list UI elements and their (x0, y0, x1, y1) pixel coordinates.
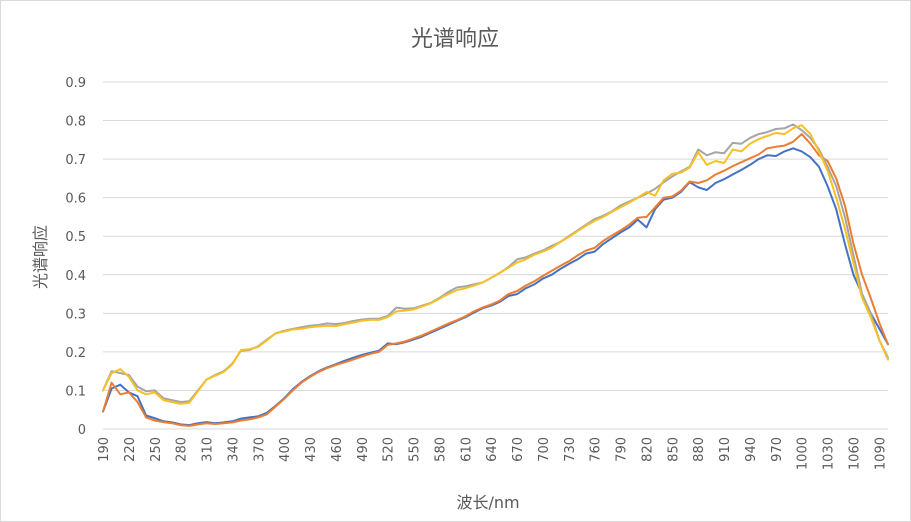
y-tick-label: 0.8 (65, 115, 86, 130)
y-axis-ticks: 0 0.1 0.2 0.3 0.4 0.5 0.6 0.7 0.8 0.9 (65, 76, 86, 438)
x-tick-label: 610 (459, 437, 474, 462)
x-tick-label: 340 (226, 437, 241, 462)
x-tick-label: 760 (589, 437, 604, 462)
x-tick-label: 190 (97, 437, 112, 462)
x-axis-ticks: 190 220 250 280 310 340 370 400 430 460 490 520 550 5… (97, 437, 888, 470)
series-lines (102, 123, 889, 427)
y-tick-label: 0.7 (65, 153, 86, 168)
x-tick-label: 790 (615, 437, 630, 462)
gridlines (103, 81, 888, 430)
x-tick-label: 400 (278, 437, 293, 462)
series-line-2 (102, 133, 889, 427)
y-tick-label: 0.1 (65, 384, 86, 399)
y-tick-label: 0 (78, 423, 86, 438)
x-tick-label: 850 (666, 437, 681, 462)
x-tick-label: 220 (123, 437, 138, 462)
y-tick-label: 0.5 (65, 230, 86, 245)
y-tick-label: 0.3 (65, 307, 86, 322)
x-tick-label: 310 (201, 437, 216, 462)
series-line-4 (102, 124, 889, 405)
x-tick-label: 250 (149, 437, 164, 462)
x-tick-label: 490 (356, 437, 371, 462)
x-tick-label: 730 (563, 437, 578, 462)
y-tick-label: 0.6 (65, 192, 86, 207)
y-tick-label: 0.9 (65, 76, 86, 91)
x-tick-label: 940 (744, 437, 759, 462)
x-tick-label: 370 (252, 437, 267, 462)
y-tick-label: 0.2 (65, 346, 86, 361)
y-tick-label: 0.4 (65, 269, 86, 284)
x-tick-label: 1000 (796, 437, 811, 470)
x-tick-label: 1060 (847, 437, 862, 470)
chart-title: 光谱响应 (411, 27, 499, 52)
x-tick-label: 520 (382, 437, 397, 462)
x-tick-label: 280 (175, 437, 190, 462)
series-line-1 (102, 147, 889, 427)
x-tick-label: 1090 (873, 437, 888, 470)
x-tick-label: 910 (718, 437, 733, 462)
x-tick-label: 820 (640, 437, 655, 462)
x-axis-label: 波长/nm (456, 493, 519, 512)
x-tick-label: 460 (330, 437, 345, 462)
x-tick-label: 880 (692, 437, 707, 462)
x-tick-label: 580 (433, 437, 448, 462)
x-tick-label: 670 (511, 437, 526, 462)
x-tick-label: 970 (770, 437, 785, 462)
x-tick-label: 430 (304, 437, 319, 462)
x-tick-label: 700 (537, 437, 552, 462)
y-axis-label: 光谱响应 (31, 225, 50, 289)
x-tick-label: 640 (485, 437, 500, 462)
x-tick-label: 550 (408, 437, 423, 462)
x-tick-label: 1030 (822, 437, 837, 470)
